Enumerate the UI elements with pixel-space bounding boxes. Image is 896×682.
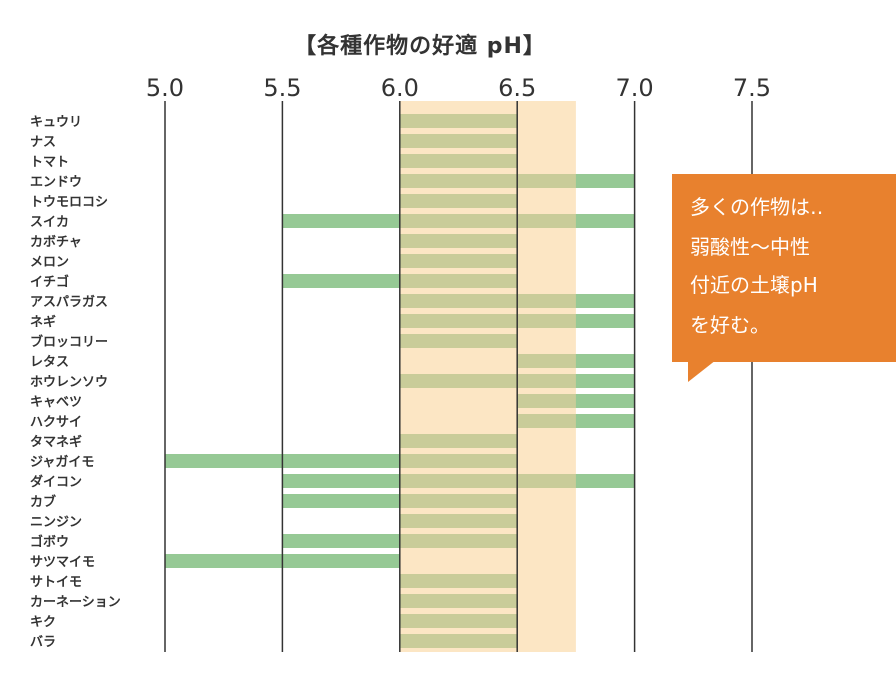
range-bar-overlap [399, 294, 576, 308]
range-bar-overlap [399, 474, 576, 488]
category-label: イチゴ [30, 274, 69, 290]
range-bar-overlap [399, 514, 518, 528]
x-tick-label: 6.5 [498, 74, 536, 102]
callout-line: 多くの作物は‥ [690, 195, 824, 219]
category-label: アスパラガス [30, 295, 108, 310]
x-tick-label: 7.5 [733, 74, 771, 102]
x-tick-label: 5.5 [263, 74, 301, 102]
x-tick-label: 7.0 [616, 74, 654, 102]
callout-box: 多くの作物は‥ 弱酸性〜中性 付近の土壌pH を好む。 [672, 174, 896, 362]
range-bar-overlap [517, 394, 576, 408]
category-label: ホウレンソウ [30, 375, 108, 390]
range-bar-overlap [399, 274, 518, 288]
category-label: ネギ [30, 314, 56, 330]
range-bar-overlap [399, 634, 518, 648]
chart-title: 【各種作物の好適 pH】 [294, 34, 546, 59]
range-bar-overlap [399, 234, 518, 248]
category-label: メロン [30, 255, 69, 270]
range-bar-overlap [399, 434, 518, 448]
range-bar-overlap [399, 574, 518, 588]
range-bar-overlap [399, 454, 518, 468]
category-label: トウモロコシ [30, 195, 108, 210]
range-bar-overlap [517, 414, 576, 428]
category-label: ダイコン [30, 474, 82, 490]
category-label: バラ [30, 635, 56, 650]
range-bar-overlap [399, 614, 518, 628]
x-tick-label: 6.0 [381, 74, 419, 102]
range-bar-overlap [399, 154, 518, 168]
callout-line: 付近の土壌pH [690, 273, 818, 297]
range-bar-overlap [399, 254, 518, 268]
range-bar-overlap [399, 194, 518, 208]
category-label: キク [30, 615, 56, 630]
range-bar-overlap [399, 114, 518, 128]
category-label: ニンジン [30, 515, 82, 530]
callout-tail [688, 360, 716, 382]
range-bar-overlap [399, 594, 518, 608]
category-label: トマト [30, 155, 69, 170]
category-label: カーネーション [30, 595, 121, 610]
range-bar-overlap [399, 534, 518, 548]
category-label: カブ [30, 494, 56, 510]
range-bar-overlap [399, 134, 518, 148]
range-bar-overlap [399, 374, 576, 388]
category-label: サトイモ [30, 575, 82, 590]
category-label: タマネギ [30, 434, 82, 450]
category-label: ハクサイ [30, 415, 82, 430]
range-bar-overlap [517, 354, 576, 368]
category-label: キュウリ [30, 115, 82, 130]
category-label: サツマイモ [30, 555, 95, 570]
category-label: ゴボウ [30, 534, 69, 550]
category-label: ナス [30, 135, 56, 150]
category-label: キャベツ [30, 395, 82, 410]
range-bar-overlap [399, 314, 576, 328]
x-tick-label: 5.0 [146, 74, 184, 102]
range-bar-overlap [399, 174, 576, 188]
category-label: レタス [30, 355, 69, 370]
callout-line: を好む。 [690, 313, 770, 337]
range-bar-overlap [399, 334, 518, 348]
category-label: エンドウ [30, 175, 82, 190]
category-label: スイカ [30, 215, 69, 230]
category-label: ブロッコリー [30, 334, 108, 350]
callout-line: 弱酸性〜中性 [690, 235, 810, 259]
range-bar-overlap [399, 214, 576, 228]
category-label: カボチャ [30, 234, 82, 250]
category-label: ジャガイモ [30, 455, 94, 470]
range-bar-overlap [399, 494, 518, 508]
